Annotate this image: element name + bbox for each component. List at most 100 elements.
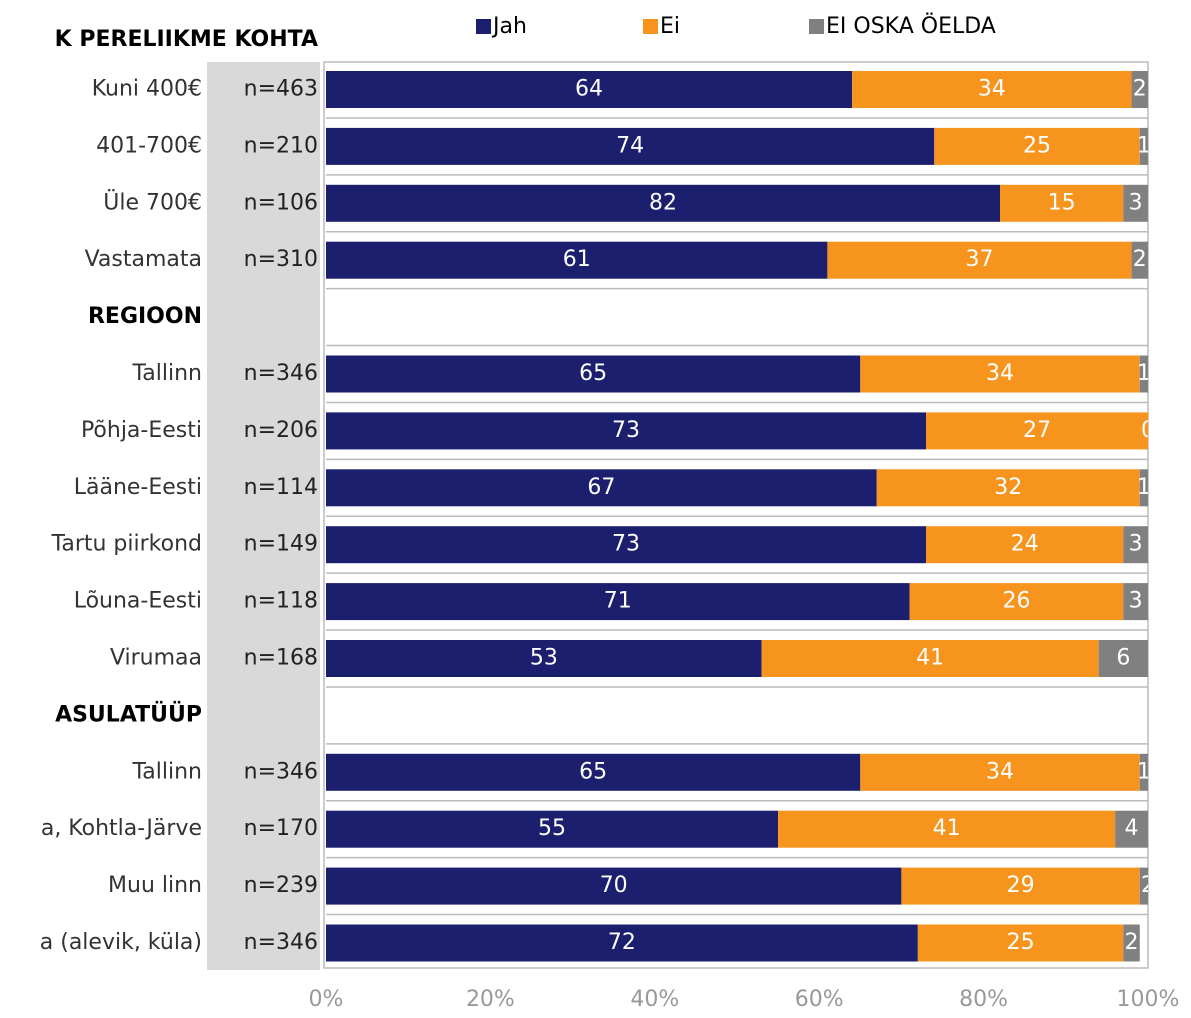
data-label: 32	[994, 475, 1022, 500]
x-tick-label: 60%	[795, 987, 844, 1012]
group-label: K PERELIIKME KOHTA	[55, 27, 318, 52]
category-label: 401-700€	[96, 133, 202, 158]
category-label: Kuni 400€	[92, 77, 202, 102]
bar-segment	[326, 241, 828, 279]
category-label: Põhja-Eesti	[81, 418, 202, 443]
data-label: 4	[1125, 816, 1139, 841]
legend-swatch	[643, 19, 658, 34]
bar-segment	[778, 810, 1116, 848]
bar-segment	[761, 640, 1099, 677]
bar-segment	[917, 924, 1124, 962]
bar-segment	[326, 469, 877, 507]
bar-segment	[326, 127, 935, 165]
n-label: n=310	[244, 247, 318, 272]
n-label: n=346	[244, 759, 318, 784]
bar-segment	[326, 355, 861, 393]
bar-segment	[1123, 184, 1148, 222]
data-label: 0	[1141, 418, 1155, 443]
n-label: n=118	[244, 589, 318, 614]
x-tick-label: 40%	[630, 987, 679, 1012]
bar-segment	[926, 412, 1148, 450]
n-label: n=346	[244, 930, 318, 955]
group-header: REGIOON	[88, 304, 202, 329]
n-label: n=149	[244, 532, 318, 557]
data-label: 65	[579, 759, 607, 784]
category-label: Lääne-Eesti	[74, 475, 202, 500]
category-label: Tallinn	[131, 361, 202, 386]
n-label: n=210	[244, 133, 318, 158]
bar-segment	[827, 241, 1132, 279]
bar-segment	[1000, 184, 1124, 222]
data-label: 2	[1133, 247, 1147, 272]
bar-segment	[1131, 71, 1148, 108]
category-label: Muu linn	[108, 873, 202, 898]
bar-segment	[326, 184, 1001, 222]
data-label: 82	[649, 190, 677, 215]
data-label: 73	[612, 532, 640, 557]
data-label: 71	[604, 589, 632, 614]
data-label: 3	[1129, 190, 1143, 215]
legend-label: Ei	[660, 14, 680, 39]
n-label: n=170	[244, 816, 318, 841]
bar-segment	[1139, 753, 1148, 791]
data-label: 6	[1116, 646, 1130, 671]
data-label: 1	[1137, 361, 1151, 386]
data-label: 25	[1023, 133, 1051, 158]
category-label: a (alevik, küla)	[40, 930, 202, 955]
bar-segment	[1139, 867, 1148, 905]
data-label: 24	[1011, 532, 1039, 557]
data-label: 2	[1125, 930, 1139, 955]
n-label: n=106	[244, 190, 318, 215]
data-label: 73	[612, 418, 640, 443]
bar-segment	[326, 71, 853, 108]
n-label: n=463	[244, 77, 318, 102]
data-label: 1	[1137, 759, 1151, 784]
bar-segment	[326, 526, 927, 564]
bar-segment	[326, 867, 902, 905]
category-label: Tartu piirkond	[51, 532, 202, 557]
data-label: 72	[608, 930, 636, 955]
n-panel	[207, 62, 320, 970]
bar-segment	[1139, 355, 1148, 393]
data-label: 26	[1002, 589, 1030, 614]
category-label: Lõuna-Eesti	[74, 589, 202, 614]
data-label: 55	[538, 816, 566, 841]
data-label: 2	[1133, 77, 1147, 102]
data-label: 37	[965, 247, 993, 272]
data-label: 53	[530, 646, 558, 671]
bar-segment	[1115, 810, 1148, 848]
bar-segment	[326, 753, 861, 791]
category-label: Tallinn	[131, 759, 202, 784]
n-label: n=114	[244, 475, 318, 500]
bar-segment	[1098, 640, 1148, 677]
data-label: 2	[1141, 873, 1155, 898]
plot-border	[323, 61, 1149, 969]
x-tick-label: 80%	[959, 987, 1008, 1012]
data-label: 34	[978, 77, 1006, 102]
data-label: 3	[1129, 589, 1143, 614]
category-label: Vastamata	[85, 247, 202, 272]
legend-swatch	[809, 19, 824, 34]
data-label: 27	[1023, 418, 1051, 443]
data-label: 64	[575, 77, 603, 102]
bar-segment	[901, 867, 1140, 905]
category-label: Virumaa	[110, 646, 202, 671]
bar-segment	[1139, 469, 1148, 507]
bar-segment	[1131, 241, 1148, 279]
n-label: n=346	[244, 361, 318, 386]
legend-swatch	[476, 19, 491, 34]
bar-segment	[326, 640, 762, 677]
data-label: 34	[986, 759, 1014, 784]
bar-segment	[860, 355, 1140, 393]
bar-segment	[1139, 127, 1148, 165]
x-tick-label: 100%	[1117, 987, 1180, 1012]
bar-segment	[1123, 583, 1148, 621]
x-tick-label: 20%	[466, 987, 515, 1012]
bar-segment	[934, 127, 1140, 165]
data-label: 65	[579, 361, 607, 386]
data-label: 3	[1129, 532, 1143, 557]
category-label: a, Kohtla-Järve	[41, 816, 202, 841]
n-label: n=168	[244, 646, 318, 671]
group-header: ASULATÜÜP	[55, 701, 202, 727]
